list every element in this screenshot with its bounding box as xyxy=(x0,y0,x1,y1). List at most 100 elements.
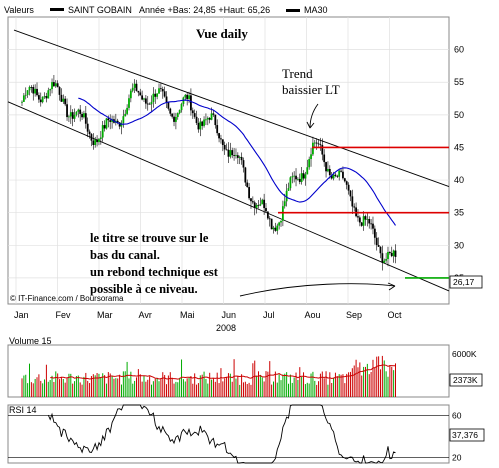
candle-body xyxy=(223,145,226,150)
candle-body xyxy=(304,174,307,179)
candle-body xyxy=(388,251,391,253)
x-tick-label: Mai xyxy=(180,310,195,320)
candle-body xyxy=(244,167,247,183)
candle-body xyxy=(86,123,89,132)
candle-body xyxy=(229,150,232,157)
annotation-comment-3: un rebond technique est xyxy=(90,265,219,279)
candle-body xyxy=(390,252,393,257)
candle-body xyxy=(253,202,256,208)
candle-body xyxy=(364,216,367,220)
candle-body xyxy=(131,87,134,91)
candle-body xyxy=(323,154,326,163)
candle-body xyxy=(300,173,303,182)
candle-body xyxy=(171,113,174,117)
candle-body xyxy=(280,220,282,223)
rsi-title: RSI 14 xyxy=(9,405,37,415)
candle-body xyxy=(216,125,219,134)
candle-body xyxy=(137,90,140,93)
candle-body xyxy=(144,98,147,104)
candle-body xyxy=(351,196,354,207)
candle-body xyxy=(122,116,125,123)
candle-body xyxy=(265,208,267,212)
candle-body xyxy=(199,121,202,130)
candle-body xyxy=(103,125,106,129)
x-tick-label: Jul xyxy=(263,310,275,320)
rsi-tick-label: 60 xyxy=(452,411,462,421)
candle-body xyxy=(242,160,245,168)
ma-legend-swatch xyxy=(286,9,300,12)
candle-body xyxy=(37,95,40,100)
candle-body xyxy=(358,217,361,223)
annotation-comment-2: bas du canal. xyxy=(90,248,160,262)
candle-body xyxy=(274,227,277,231)
candle-body xyxy=(175,116,177,122)
candle-body xyxy=(366,218,369,220)
y-tick-label: 45 xyxy=(454,142,464,152)
candle-body xyxy=(238,156,241,158)
candle-body xyxy=(251,201,254,203)
trend-pointer xyxy=(309,103,319,129)
candle-body xyxy=(167,102,170,109)
candle-body xyxy=(272,227,275,230)
volume-title: Volume 15 xyxy=(9,336,52,346)
candle-body xyxy=(293,175,296,177)
candle-body xyxy=(342,171,344,179)
candle-body xyxy=(118,122,121,127)
candle-body xyxy=(188,95,190,100)
candle-body xyxy=(375,237,378,246)
x-tick-label: Aou xyxy=(305,310,321,320)
candle-body xyxy=(257,204,260,206)
candle-body xyxy=(383,260,386,263)
y-tick-label: 30 xyxy=(454,240,464,250)
candle-body xyxy=(225,149,228,151)
candle-body xyxy=(263,199,266,209)
candle-body xyxy=(248,187,251,199)
volume-last-box xyxy=(449,373,483,387)
candle-body xyxy=(26,90,29,95)
candle-body xyxy=(285,190,288,202)
candle-body xyxy=(336,175,339,177)
candle-body xyxy=(75,111,78,115)
volume-panel: Volume 15 6000K 2373K xyxy=(7,336,483,398)
candle-body xyxy=(54,83,57,87)
candle-body xyxy=(124,113,127,117)
candle-body xyxy=(83,113,85,118)
candle-body xyxy=(126,107,129,114)
candle-body xyxy=(150,101,153,105)
candle-body xyxy=(96,139,98,143)
trend-pointer-head xyxy=(306,121,315,129)
candle-body xyxy=(379,246,382,254)
candle-body xyxy=(79,109,82,114)
candle-body xyxy=(315,142,318,144)
candle-body xyxy=(261,199,264,205)
candle-body xyxy=(98,138,100,143)
candle-body xyxy=(297,178,299,180)
rsi-panel: RSI 14 20 60 37,376 xyxy=(7,404,485,464)
candle-body xyxy=(240,156,243,161)
x-tick-label: Mar xyxy=(97,310,113,320)
y-tick-label: 55 xyxy=(454,77,464,87)
y-tick-label: 35 xyxy=(454,208,464,218)
volume-ma-line xyxy=(50,364,396,380)
candle-body xyxy=(32,87,35,94)
rsi-last-box xyxy=(449,428,485,442)
candle-body xyxy=(220,138,222,140)
candle-body xyxy=(289,177,292,189)
candle-body xyxy=(111,119,113,122)
candle-body xyxy=(278,222,281,226)
candle-body xyxy=(109,120,112,122)
candle-body xyxy=(92,140,95,145)
candle-body xyxy=(325,162,327,172)
candle-body xyxy=(343,178,346,182)
candle-body xyxy=(165,96,168,103)
candle-body xyxy=(308,159,311,168)
ma-legend-label: MA30 xyxy=(304,5,328,15)
candle-body xyxy=(139,92,142,96)
candle-body xyxy=(340,170,342,172)
candle-body xyxy=(51,82,53,90)
candle-body xyxy=(330,174,333,179)
candle-body xyxy=(372,223,374,229)
candle-body xyxy=(190,95,192,111)
